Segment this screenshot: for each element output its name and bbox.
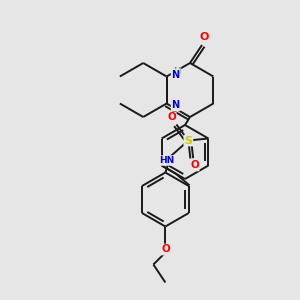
Text: O: O [199, 32, 209, 42]
Text: S: S [184, 136, 192, 146]
Text: N: N [172, 70, 180, 80]
Text: N: N [172, 100, 180, 110]
Text: O: O [161, 244, 170, 254]
Text: O: O [190, 160, 199, 170]
Text: H: H [173, 67, 180, 76]
Text: O: O [167, 112, 176, 122]
Text: HN: HN [159, 156, 174, 165]
